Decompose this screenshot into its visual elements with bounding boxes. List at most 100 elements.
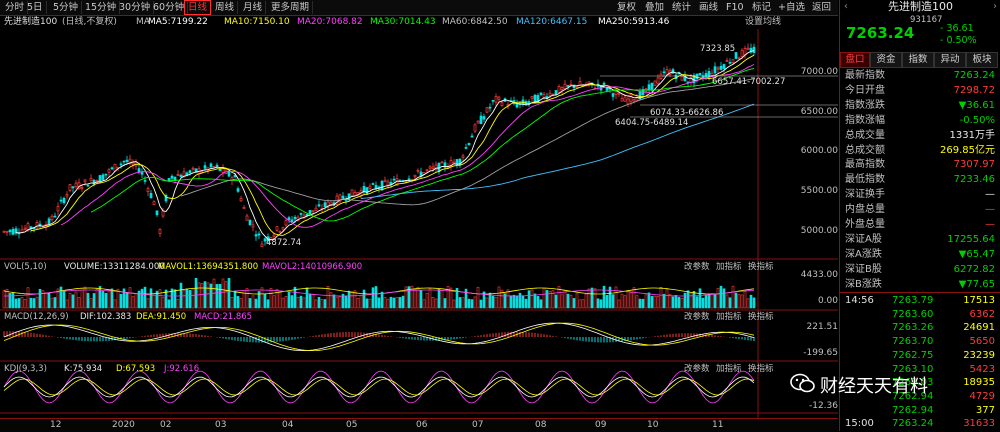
volume-bar bbox=[245, 288, 249, 309]
vol-add-button[interactable]: 加指标 bbox=[716, 262, 742, 272]
chevron-right-icon[interactable]: › bbox=[993, 1, 997, 12]
volume-bar bbox=[686, 290, 690, 309]
toolbar-action-0[interactable]: 复权 bbox=[617, 2, 637, 13]
date-axis-label-7: 07 bbox=[472, 420, 484, 430]
volume-bar bbox=[407, 286, 411, 309]
volume-bar bbox=[530, 289, 534, 309]
toolbar-action-7[interactable]: 返回 bbox=[812, 2, 832, 13]
volume-bar bbox=[341, 293, 345, 309]
candle-body bbox=[92, 179, 96, 185]
volume-bar bbox=[713, 294, 717, 309]
period-tab-8[interactable]: 月线 bbox=[240, 1, 267, 14]
kline-chart[interactable]: 7323.85 6657.41-7002.27 6074.33-6626.86640… bbox=[0, 29, 838, 419]
quote-tab-3[interactable]: 异动 bbox=[934, 52, 966, 68]
stat-value: ▼36.61 bbox=[958, 99, 995, 111]
toolbar-action-6[interactable]: +自选 bbox=[778, 2, 805, 13]
quote-tab-2[interactable]: 指数 bbox=[902, 52, 934, 68]
volume-bar bbox=[722, 288, 726, 309]
period-tab-7[interactable]: 周线 bbox=[212, 1, 239, 14]
stat-row: 总成交额 269.85亿元 bbox=[840, 143, 1000, 158]
stat-label: 深证A股 bbox=[845, 233, 882, 245]
candle-body bbox=[50, 215, 54, 221]
volume-bar bbox=[170, 288, 174, 309]
macd-param-button[interactable]: 改参数 bbox=[684, 312, 710, 322]
volume-bar bbox=[254, 298, 258, 309]
toolbar-action-3[interactable]: 画线 bbox=[699, 2, 719, 13]
candle-body bbox=[659, 73, 663, 80]
candle-body bbox=[452, 161, 456, 164]
candle-body bbox=[734, 52, 738, 59]
candle-body bbox=[272, 234, 276, 238]
volume-bar bbox=[593, 288, 597, 309]
candle-body bbox=[575, 86, 579, 88]
period-tab-2[interactable]: 5分钟 bbox=[50, 1, 83, 14]
kdj-add-button[interactable]: 加指标 bbox=[716, 364, 742, 374]
volume-bar bbox=[251, 295, 255, 309]
period-tab-0[interactable]: 分时 bbox=[2, 1, 29, 14]
period-tab-3[interactable]: 15分钟 bbox=[82, 1, 121, 14]
quote-title: 先进制造100 bbox=[888, 0, 953, 13]
volume-bar bbox=[590, 287, 594, 309]
macd-title: MACD(12,26,9) bbox=[4, 312, 69, 322]
stat-row: 深证换手 — bbox=[840, 187, 1000, 202]
tick-price: 7263.60 bbox=[892, 308, 934, 320]
quote-tab-1[interactable]: 资金 bbox=[870, 52, 902, 68]
volume-bar bbox=[323, 299, 327, 309]
vol-param-button[interactable]: 改参数 bbox=[684, 262, 710, 272]
tick-volume: 4729 bbox=[969, 390, 995, 402]
date-axis-label-10: 10 bbox=[647, 420, 659, 430]
volume-bar bbox=[218, 283, 222, 309]
volume-bar bbox=[35, 296, 39, 309]
volume-bar bbox=[305, 287, 309, 309]
volume-bar bbox=[308, 293, 312, 309]
kdj-param-button[interactable]: 改参数 bbox=[684, 364, 710, 374]
chevron-left-icon[interactable]: ‹ bbox=[844, 1, 848, 12]
macd-add-button[interactable]: 加指标 bbox=[716, 312, 742, 322]
period-tab-5[interactable]: 60分钟 bbox=[150, 1, 189, 14]
period-tab-1[interactable]: 5日 bbox=[24, 1, 47, 14]
tick-volume: 31633 bbox=[963, 418, 995, 430]
volume-bar bbox=[560, 294, 564, 309]
toolbar-action-4[interactable]: F10 bbox=[726, 2, 744, 13]
volume-bar bbox=[137, 290, 141, 309]
volume-bar bbox=[206, 282, 210, 309]
volume-bar bbox=[524, 298, 528, 309]
stat-row: 深证A股 17255.64 bbox=[840, 232, 1000, 247]
date-axis-label-1: 2020 bbox=[112, 420, 135, 430]
quote-tab-4[interactable]: 板块 bbox=[966, 52, 998, 68]
volume-bar bbox=[5, 288, 9, 309]
candle-body bbox=[245, 215, 249, 221]
volume-bar bbox=[50, 297, 54, 309]
period-tab-4[interactable]: 30分钟 bbox=[116, 1, 155, 14]
toolbar-action-2[interactable]: 统计 bbox=[672, 2, 692, 13]
volume-bar bbox=[656, 296, 660, 309]
tick-price: 7263.26 bbox=[892, 322, 934, 334]
stat-value: — bbox=[985, 189, 995, 201]
volume-bar bbox=[53, 297, 57, 309]
period-tab-9[interactable]: 更多周期 bbox=[268, 1, 314, 14]
stat-label: 最高指数 bbox=[845, 159, 885, 171]
macd-switch-button[interactable]: 换指标 bbox=[748, 312, 774, 322]
volume-bar bbox=[119, 293, 123, 309]
toolbar-action-1[interactable]: 叠加 bbox=[645, 2, 665, 13]
period-tab-6[interactable]: 日线 bbox=[184, 0, 212, 15]
candle-body bbox=[89, 177, 93, 182]
ma-item-5: MA120:6467.15 bbox=[516, 17, 588, 27]
stat-value: 7298.72 bbox=[953, 84, 995, 96]
candle-body bbox=[740, 50, 744, 57]
ma-settings-button[interactable]: 设置均线 bbox=[745, 17, 782, 27]
volume-bar bbox=[527, 290, 531, 309]
stat-label: 深证B股 bbox=[845, 263, 882, 275]
volume-bar bbox=[563, 289, 567, 309]
volume-bar bbox=[23, 298, 27, 309]
volume-bar bbox=[275, 288, 279, 309]
volume-bar bbox=[581, 299, 585, 309]
toolbar-action-5[interactable]: 标记 bbox=[752, 2, 772, 13]
candle-body bbox=[305, 214, 309, 216]
volume-bar bbox=[20, 297, 24, 309]
kdj-switch-button[interactable]: 换指标 bbox=[748, 364, 774, 374]
volume-bar bbox=[257, 291, 261, 309]
vol-switch-button[interactable]: 换指标 bbox=[748, 262, 774, 272]
quote-tab-0[interactable]: 盘口 bbox=[840, 52, 870, 68]
volume-bar bbox=[65, 299, 69, 309]
